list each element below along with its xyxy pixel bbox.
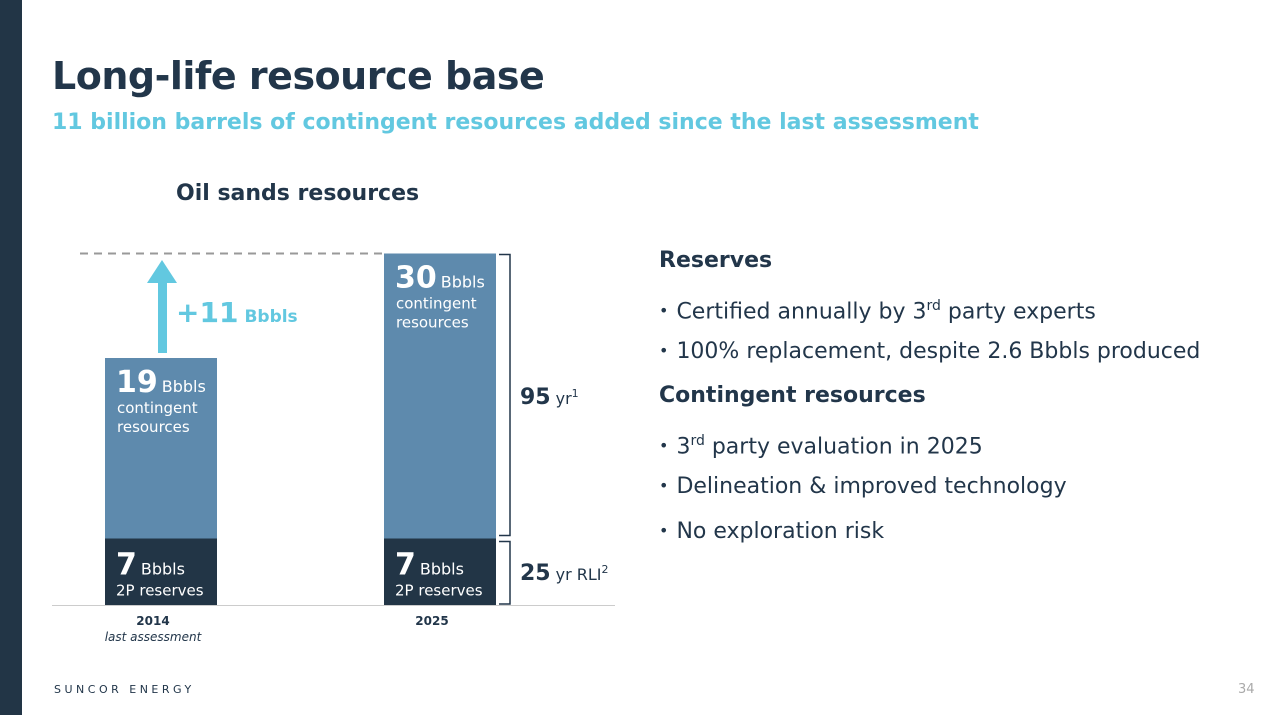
bracket-reserves (499, 540, 511, 605)
bullet-item: • No exploration risk (659, 515, 1200, 560)
key-points: Reserves • Certified annually by 3rd part… (659, 245, 1200, 560)
bullet-icon: • (659, 521, 669, 540)
left-accent-stripe (0, 0, 22, 715)
bullet-text: Delineation & improved technology (676, 474, 1067, 499)
chart-title: Oil sands resources (176, 181, 420, 206)
bullet-item: • Certified annually by 3rd party experts (659, 290, 1200, 335)
company-logo-text: SUNCOR ENERGY (54, 683, 195, 696)
reserves-series-label: 2P reserves (395, 582, 483, 600)
page-number: 34 (1238, 682, 1255, 697)
increase-arrow-shaft (158, 282, 167, 353)
contingent-series-label: resources (396, 314, 469, 332)
bullet-item: • Delineation & improved technology (659, 470, 1200, 515)
contingent-series-label: resources (117, 418, 190, 436)
category-sublabel: last assessment (105, 630, 203, 644)
bar-reserves-2014 (105, 538, 217, 605)
contingent-series-label: contingent (396, 295, 477, 313)
bullet-superscript: rd (926, 298, 941, 314)
page-title: Long-life resource base (52, 54, 545, 98)
bullet-text-end: party experts (940, 299, 1096, 325)
bar-reserves-2025 (384, 538, 496, 605)
bullet-item: • 3rd party evaluation in 2025 (659, 425, 1200, 470)
bullet-icon: • (659, 476, 669, 495)
contingent-life-label: 95 yr1 (520, 385, 579, 410)
bullet-text: 3 (676, 434, 691, 460)
bullet-text: 100% replacement, despite 2.6 Bbbls prod… (676, 339, 1201, 364)
bullet-icon: • (659, 341, 669, 360)
bullet-superscript: rd (690, 433, 705, 449)
category-label: 2014 (136, 614, 169, 628)
increase-arrow-icon (147, 260, 177, 283)
contingent-series-label: contingent (117, 399, 198, 417)
category-label: 2025 (415, 614, 448, 628)
reserves-series-label: 2P reserves (116, 582, 204, 600)
reserves-heading: Reserves (659, 248, 773, 273)
bar-contingent-2014 (105, 358, 217, 539)
bullet-text: No exploration risk (676, 519, 885, 544)
bullet-icon: • (659, 436, 669, 456)
contingent-heading: Contingent resources (659, 383, 926, 408)
bullet-text: Certified annually by 3 (676, 299, 927, 325)
reserves-life-label: 25 yr RLI2 (520, 561, 609, 586)
increase-label: +11 Bbbls (176, 296, 298, 329)
bullet-icon: • (659, 301, 669, 321)
bracket-contingent (499, 253, 511, 537)
bar-contingent-2025 (384, 253, 496, 539)
contingent-value-label: 30 Bbbls (395, 261, 485, 296)
bullet-text-end: party evaluation in 2025 (704, 434, 983, 460)
page-subtitle: 11 billion barrels of contingent resourc… (52, 110, 979, 135)
bullet-item: • 100% replacement, despite 2.6 Bbbls pro… (659, 335, 1200, 380)
